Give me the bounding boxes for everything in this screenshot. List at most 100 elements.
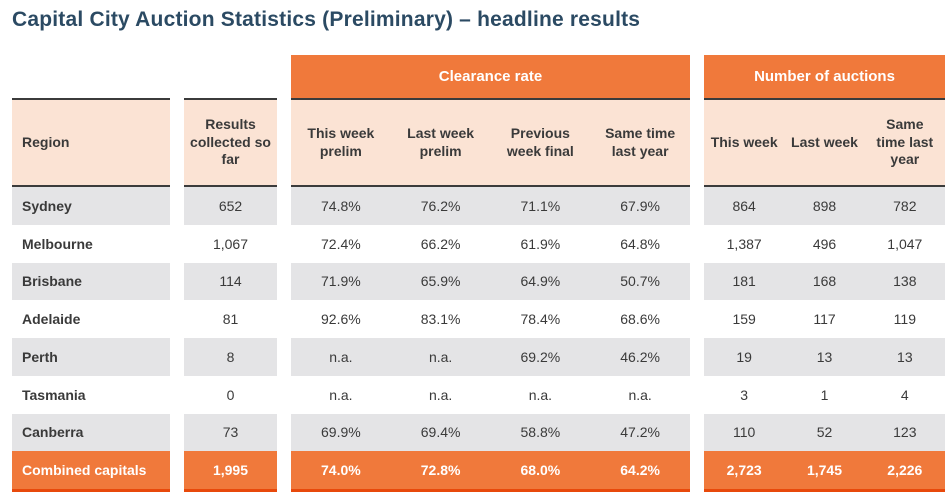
region-cell: Melbourne — [22, 235, 93, 252]
region-cell: Combined capitals — [12, 451, 170, 493]
auctions-cells: 19 13 13 — [704, 338, 945, 376]
col-header-region: Region — [12, 98, 170, 187]
col-header-this-week-prelim: This week prelim — [307, 125, 375, 159]
clearance-cells: n.a. n.a. 69.2% 46.2% — [291, 338, 690, 376]
clearance-last-week-cell: 76.2% — [420, 197, 461, 214]
clearance-last-year-cell: 67.9% — [620, 197, 660, 214]
auction-stats-table: Clearance rate Number of auctions Region… — [12, 55, 945, 493]
clearance-prev-week-cell: 58.8% — [520, 424, 561, 441]
clearance-prev-week-cell: n.a. — [528, 386, 553, 403]
auctions-last-week-cell: 898 — [812, 197, 837, 214]
clearance-last-week-cell: 65.9% — [420, 273, 461, 290]
auctions-last-year-cell: 4 — [900, 386, 909, 403]
clearance-cells: 72.4% 66.2% 61.9% 64.8% — [291, 225, 690, 263]
auctions-last-year-cell: 782 — [893, 197, 917, 214]
table-row-perth: Perth 8 n.a. n.a. 69.2% 46.2% 19 13 13 — [12, 338, 945, 376]
column-header-row: Region Results collected so far This wee… — [12, 98, 945, 187]
auctions-cells: 181 168 138 — [704, 262, 945, 301]
auctions-last-week-cell: 13 — [816, 348, 833, 365]
band-spacer-region — [12, 55, 170, 98]
clearance-prev-week-cell: 78.4% — [520, 311, 561, 328]
clearance-prev-week-cell: 69.2% — [520, 348, 561, 365]
results-cell: 1,067 — [212, 235, 249, 252]
table-row-adelaide: Adelaide 81 92.6% 83.1% 78.4% 68.6% 159 … — [12, 300, 945, 338]
page-title: Capital City Auction Statistics (Prelimi… — [12, 8, 641, 31]
col-header-results-collected: Results collected so far — [184, 98, 277, 187]
group-header-number-of-auctions: Number of auctions — [704, 55, 945, 98]
clearance-prev-week-cell: 71.1% — [520, 197, 561, 214]
results-cell: 114 — [184, 262, 277, 301]
clearance-cells: 74.0% 72.8% 68.0% 64.2% — [291, 451, 690, 493]
region-cell: Adelaide — [22, 311, 81, 328]
clearance-this-week-cell: 74.8% — [321, 197, 361, 214]
auctions-last-week-cell: 117 — [813, 311, 836, 328]
clearance-this-week-cell: 72.4% — [321, 235, 361, 252]
auctions-this-week-cell: 159 — [732, 311, 756, 328]
auctions-cells: 110 52 123 — [704, 413, 945, 452]
col-header-last-week: Last week — [791, 133, 858, 150]
col-header-this-week: This week — [710, 133, 778, 150]
clearance-cells: 71.9% 65.9% 64.9% 50.7% — [291, 262, 690, 301]
clearance-prev-week-cell: 64.9% — [520, 273, 561, 290]
col-header-same-time-last-year-auctions: Same time last year — [876, 116, 934, 168]
clearance-last-year-cell: 64.2% — [620, 462, 660, 479]
auctions-last-week-cell: 1,745 — [806, 462, 843, 479]
region-cell: Tasmania — [22, 386, 86, 403]
auctions-last-year-cell: 138 — [893, 273, 917, 290]
table-body: Sydney 652 74.8% 76.2% 71.1% 67.9% 864 8… — [12, 187, 945, 452]
clearance-this-week-cell: n.a. — [329, 386, 353, 403]
col-header-same-time-last-year-clearance: Same time last year — [605, 125, 676, 159]
clearance-this-week-cell: n.a. — [329, 348, 353, 365]
auctions-last-week-cell: 52 — [816, 424, 833, 441]
clearance-last-week-cell: 69.4% — [420, 424, 461, 441]
clearance-last-week-cell: n.a. — [428, 348, 453, 365]
region-cell: Brisbane — [12, 262, 170, 301]
table-row-combined-capitals: Combined capitals 1,995 74.0% 72.8% 68.0… — [12, 451, 945, 493]
auctions-last-year-cell: 2,226 — [887, 462, 923, 479]
auctions-this-week-cell: 19 — [736, 348, 752, 365]
auctions-this-week-cell: 2,723 — [726, 462, 762, 479]
clearance-prev-week-cell: 68.0% — [520, 462, 561, 479]
group-header-clearance-rate: Clearance rate — [291, 55, 690, 98]
clearance-last-year-cell: 64.8% — [620, 235, 660, 252]
table-row-tasmania: Tasmania 0 n.a. n.a. n.a. n.a. 3 1 4 — [12, 376, 945, 414]
auctions-this-week-cell: 864 — [732, 197, 756, 214]
clearance-this-week-cell: 92.6% — [321, 311, 361, 328]
auctions-last-year-cell: 123 — [893, 424, 917, 441]
col-header-last-week-prelim: Last week prelim — [407, 125, 475, 159]
auctions-last-year-cell: 1,047 — [887, 235, 923, 252]
clearance-cells: 69.9% 69.4% 58.8% 47.2% — [291, 413, 690, 452]
group-band-row: Clearance rate Number of auctions — [12, 55, 945, 98]
clearance-this-week-cell: 71.9% — [321, 273, 361, 290]
clearance-cells: 74.8% 76.2% 71.1% 67.9% — [291, 187, 690, 225]
clearance-header-group: This week prelim Last week prelim Previo… — [291, 98, 690, 187]
auctions-this-week-cell: 3 — [740, 386, 749, 403]
auctions-this-week-cell: 110 — [733, 424, 756, 441]
band-spacer-results — [184, 55, 277, 98]
region-cell: Perth — [12, 338, 170, 376]
table-row-brisbane: Brisbane 114 71.9% 65.9% 64.9% 50.7% 181… — [12, 262, 945, 301]
results-cell: 81 — [222, 311, 239, 328]
clearance-last-week-cell: n.a. — [428, 386, 453, 403]
auctions-cells: 1,387 496 1,047 — [704, 225, 945, 263]
auctions-this-week-cell: 1,387 — [726, 235, 762, 252]
auctions-cells: 3 1 4 — [704, 376, 945, 414]
auctions-last-week-cell: 1 — [820, 386, 829, 403]
auctions-cells: 159 117 119 — [704, 300, 945, 338]
clearance-cells: n.a. n.a. n.a. n.a. — [291, 376, 690, 414]
auctions-cells: 864 898 782 — [704, 187, 945, 225]
clearance-this-week-cell: 74.0% — [321, 462, 361, 479]
table-row-canberra: Canberra 73 69.9% 69.4% 58.8% 47.2% 110 … — [12, 413, 945, 452]
clearance-this-week-cell: 69.9% — [321, 424, 361, 441]
auctions-cells: 2,723 1,745 2,226 — [704, 451, 945, 493]
clearance-last-week-cell: 66.2% — [420, 235, 461, 252]
clearance-last-year-cell: 68.6% — [620, 311, 660, 328]
auctions-this-week-cell: 181 — [732, 273, 756, 290]
clearance-prev-week-cell: 61.9% — [520, 235, 561, 252]
results-cell: 0 — [226, 386, 235, 403]
clearance-last-year-cell: 46.2% — [620, 348, 660, 365]
clearance-cells: 92.6% 83.1% 78.4% 68.6% — [291, 300, 690, 338]
clearance-last-week-cell: 83.1% — [420, 311, 461, 328]
auctions-last-week-cell: 168 — [812, 273, 837, 290]
clearance-last-year-cell: n.a. — [628, 386, 652, 403]
